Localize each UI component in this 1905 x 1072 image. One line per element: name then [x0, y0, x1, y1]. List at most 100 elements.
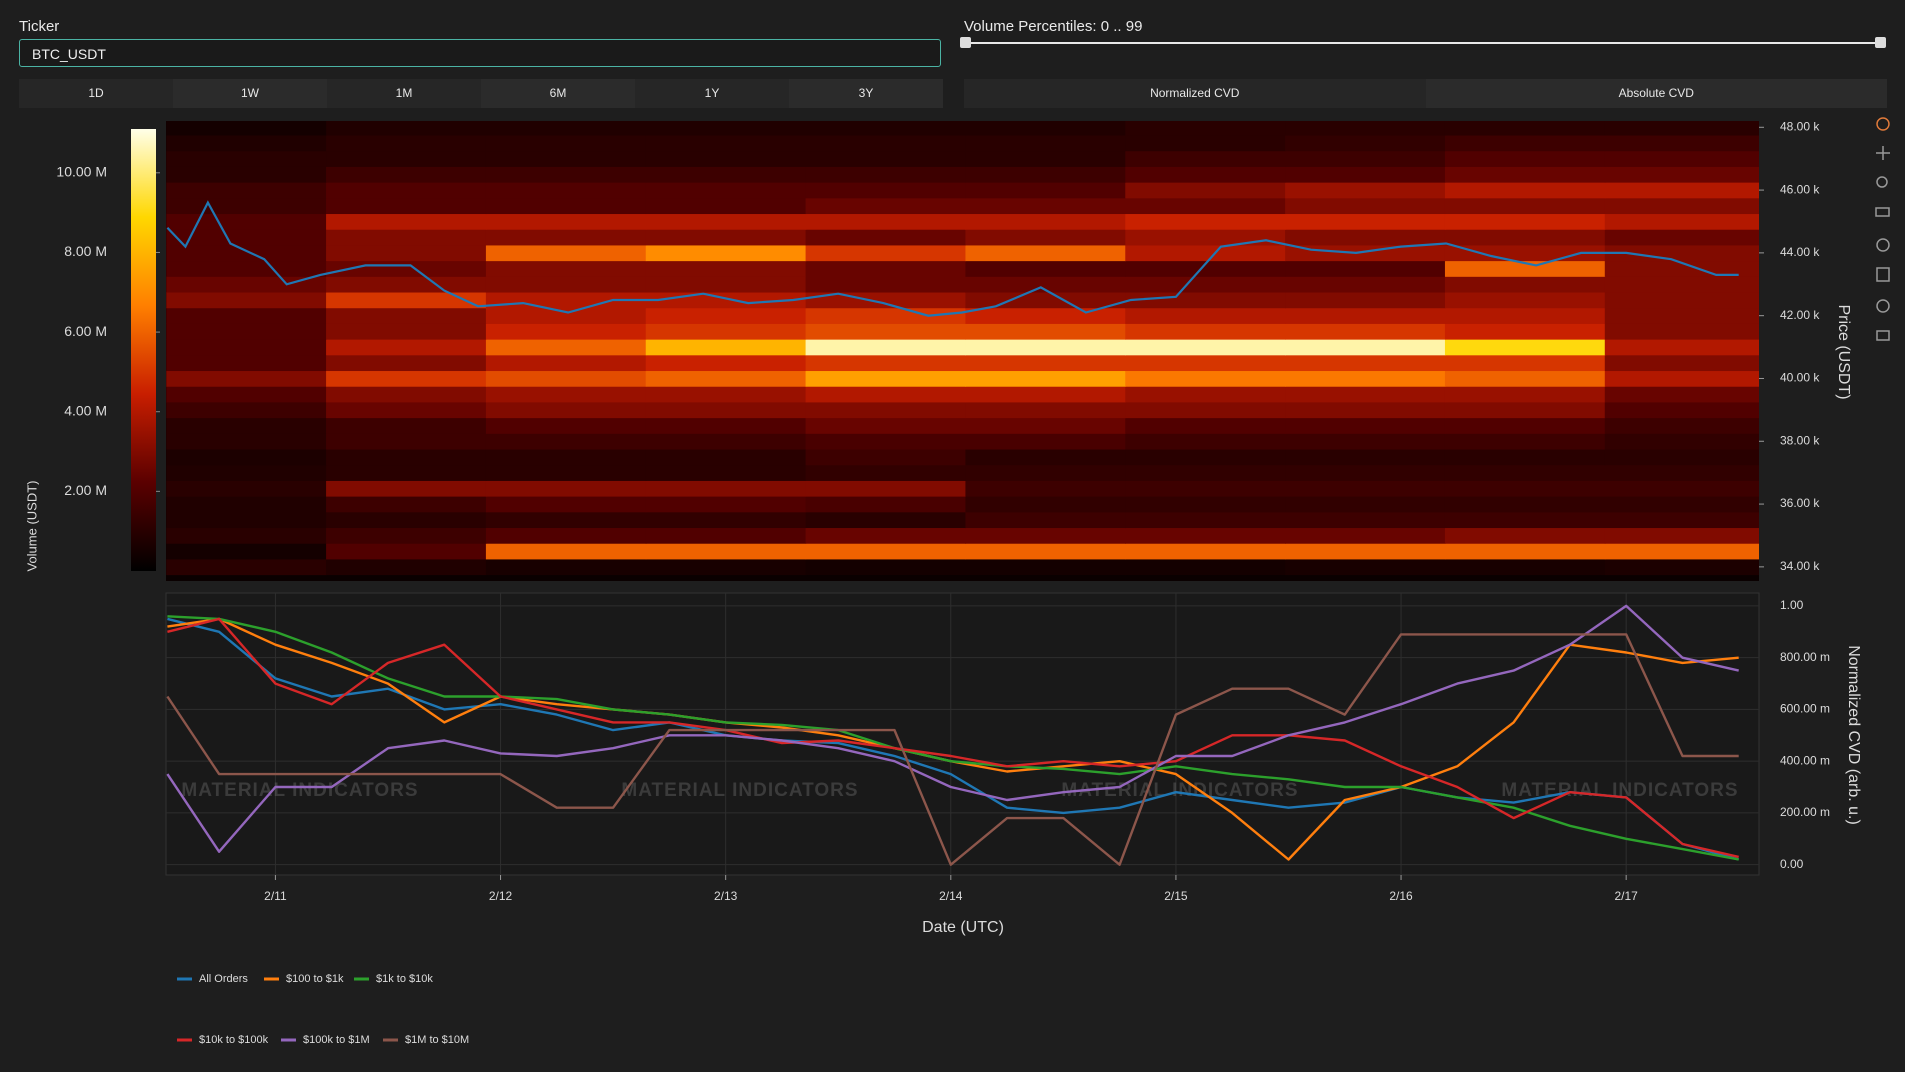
range-button[interactable]: 3Y [789, 79, 943, 108]
heatmap-cell [166, 307, 327, 324]
heatmap-cell [1285, 370, 1446, 387]
heatmap-cell [1604, 245, 1759, 262]
watermark: MATERIAL INDICATORS [621, 780, 858, 801]
heatmap-cell [326, 229, 487, 246]
heatmap-cell [1604, 449, 1759, 466]
heatmap-cell [1604, 135, 1759, 152]
heatmap-cell [1125, 135, 1286, 152]
heatmap-cell [1285, 433, 1446, 450]
heatmap-cell [1444, 150, 1606, 167]
heatmap-cell [1125, 417, 1286, 434]
modebar-icon[interactable] [1876, 117, 1890, 131]
heatmap-cell [166, 197, 327, 215]
heatmap-cell [805, 417, 967, 434]
heatmap-cell [1444, 323, 1606, 340]
heatmap-cell [166, 527, 327, 544]
heatmap-cell [485, 370, 647, 387]
heatmap-cell [645, 307, 807, 324]
heatmap-cell [1285, 121, 1446, 136]
heatmap-cell [1125, 464, 1286, 481]
mode-button[interactable]: Absolute CVD [1425, 79, 1887, 108]
heatmap-cell [805, 182, 967, 199]
heatmap-cell [645, 527, 807, 544]
modebar-icon[interactable] [1875, 207, 1890, 217]
heatmap-cell [1444, 229, 1606, 246]
heatmap-cell [965, 417, 1126, 434]
heatmap-cell [645, 543, 807, 560]
heatmap-cell [805, 245, 967, 262]
heatmap-cell [1604, 402, 1759, 419]
heatmap-cell [485, 527, 647, 544]
y-tick-label: 48.00 k [1780, 119, 1820, 133]
heatmap-cell [485, 339, 647, 356]
heatmap-cell [1444, 276, 1606, 293]
heatmap-cell [1125, 276, 1286, 293]
range-button[interactable]: 1W [173, 79, 327, 108]
heatmap-cell [1285, 150, 1446, 167]
modebar-icon[interactable] [1876, 146, 1890, 160]
heatmap-cell [166, 121, 327, 136]
heatmap-cell [965, 245, 1126, 262]
heatmap-cell [1444, 213, 1606, 230]
modebar-icon[interactable] [1876, 238, 1890, 252]
heatmap-cell [1285, 386, 1446, 403]
heatmap-cell [166, 292, 327, 309]
heatmap-cell [965, 527, 1126, 544]
heatmap-cell [1285, 260, 1446, 277]
heatmap-cell [326, 166, 487, 183]
heatmap-cell [645, 197, 807, 215]
heatmap-cell [805, 433, 967, 450]
heatmap-cell [1285, 323, 1446, 340]
heatmap-cell [965, 213, 1126, 230]
heatmap-cell [1444, 559, 1606, 576]
heatmap-cell [1444, 121, 1606, 136]
heatmap-cell [1604, 260, 1759, 277]
range-button[interactable]: 1Y [635, 79, 789, 108]
heatmap-cell [1125, 307, 1286, 324]
heatmap-cell [965, 135, 1126, 152]
heatmap-cell [166, 135, 327, 152]
heatmap-cell [1125, 402, 1286, 419]
range-button[interactable]: 6M [481, 79, 635, 108]
slider-handle[interactable] [960, 37, 971, 48]
heatmap-cell [1125, 166, 1286, 183]
heatmap-cell [1604, 307, 1759, 324]
ticker-input[interactable]: BTC_USDT [19, 39, 941, 67]
colorbar-tick-label: 8.00 M [64, 243, 107, 259]
modebar-icon[interactable] [1876, 267, 1890, 282]
heatmap-cell [1125, 433, 1286, 450]
cvd-area [165, 592, 1760, 876]
modebar-icon[interactable] [1876, 299, 1890, 313]
heatmap-cell [166, 323, 327, 340]
legend-label: $100k to $1M [303, 1034, 370, 1046]
heatmap-cell [805, 559, 967, 576]
heatmap-cell [1604, 166, 1759, 183]
mode-button[interactable]: Normalized CVD [964, 79, 1426, 108]
heatmap-cell [1604, 150, 1759, 167]
heatmap-cell [485, 480, 647, 497]
slider-track[interactable] [966, 42, 1880, 44]
heatmap-cell [326, 496, 487, 513]
heatmap-cell [1285, 135, 1446, 152]
heatmap-cell [166, 464, 327, 481]
range-button[interactable]: 1D [19, 79, 173, 108]
range-button[interactable]: 1M [327, 79, 481, 108]
heatmap-cell [645, 433, 807, 450]
heatmap-cell [1444, 433, 1606, 450]
heatmap-cell [805, 386, 967, 403]
heatmap-cell [1285, 213, 1446, 230]
heatmap-cell [965, 543, 1126, 560]
heatmap-cell [965, 402, 1126, 419]
heatmap-cell [965, 182, 1126, 199]
y-tick-label: 46.00 k [1780, 182, 1820, 196]
modebar-icon[interactable] [1876, 330, 1890, 341]
x-tick-label: 2/11 [264, 889, 287, 903]
heatmap-cell [1125, 213, 1286, 230]
modebar-icon[interactable] [1876, 176, 1888, 188]
heatmap-cell [805, 527, 967, 544]
heatmap-cell [166, 150, 327, 167]
heatmap-cell [965, 292, 1126, 309]
heatmap-cell [1285, 276, 1446, 293]
slider-handle[interactable] [1875, 37, 1886, 48]
y-axis-title: Price (USDT) [1835, 304, 1852, 399]
